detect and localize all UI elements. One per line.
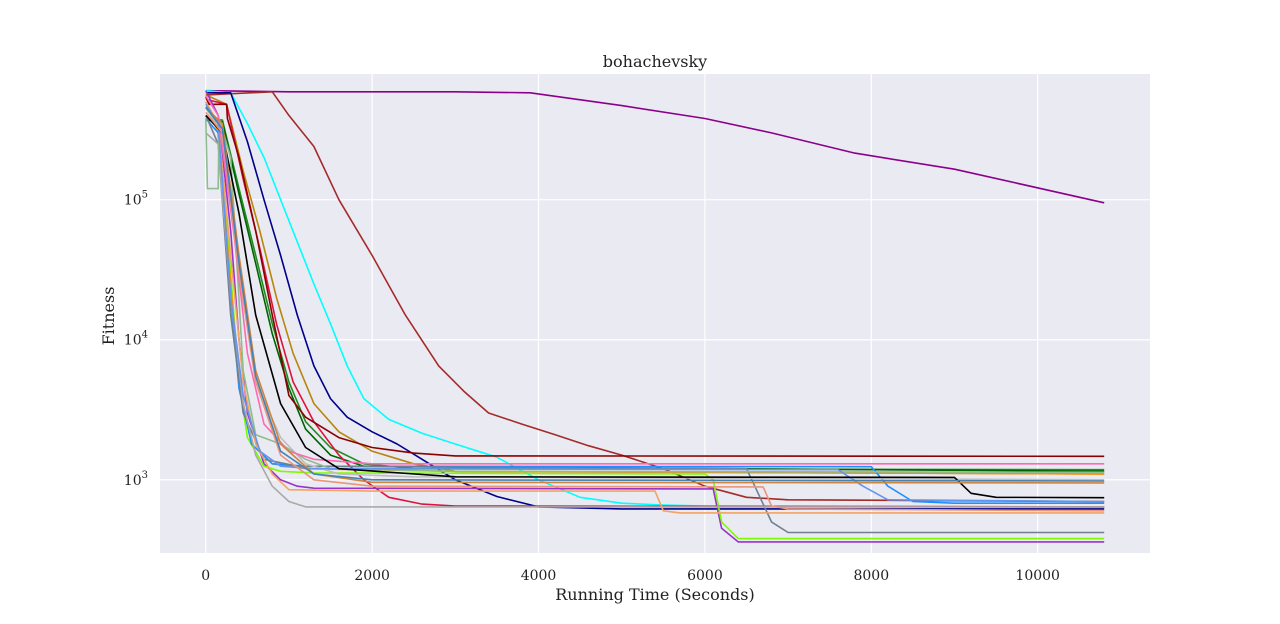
y-tick-label: 104	[124, 330, 148, 349]
x-tick-label: 8000	[853, 568, 889, 584]
x-tick-label: 0	[201, 568, 210, 584]
series-line-9	[205, 96, 1105, 458]
chart-title: bohachevsky	[603, 52, 707, 71]
series-line-17	[205, 101, 1105, 514]
series-line-10	[205, 90, 1105, 543]
series-line-1	[205, 89, 1105, 204]
series-line-11	[205, 101, 1105, 540]
x-axis-ticks: 0 2000 4000 6000 8000 10000	[201, 568, 1060, 584]
y-tick-base: 10	[124, 333, 142, 349]
y-tick-exponent: 3	[142, 470, 148, 481]
y-tick-exponent: 5	[142, 190, 148, 201]
x-axis-label: Running Time (Seconds)	[555, 585, 755, 604]
series-line-14	[205, 115, 1105, 534]
series-line-4	[205, 92, 1105, 510]
y-tick-label: 103	[124, 470, 148, 489]
x-tick-label: 6000	[687, 568, 723, 584]
series-line-20	[205, 103, 1105, 503]
series-line-5	[205, 94, 1105, 475]
series-line-3	[205, 89, 1105, 508]
y-axis-label: Fitness	[99, 287, 118, 346]
x-tick-label: 10000	[1015, 568, 1060, 584]
series-line-19	[205, 95, 1105, 465]
series-line-23	[205, 111, 1105, 512]
series-layer	[205, 89, 1105, 543]
y-tick-exponent: 4	[142, 330, 148, 341]
y-tick-base: 10	[124, 193, 142, 209]
series-line-24	[205, 106, 1105, 482]
x-tick-label: 2000	[354, 568, 390, 584]
x-tick-label: 4000	[521, 568, 557, 584]
y-tick-base: 10	[124, 473, 142, 489]
series-line-21	[205, 114, 1105, 499]
series-line-6	[205, 117, 1105, 471]
y-tick-label: 105	[124, 190, 148, 209]
